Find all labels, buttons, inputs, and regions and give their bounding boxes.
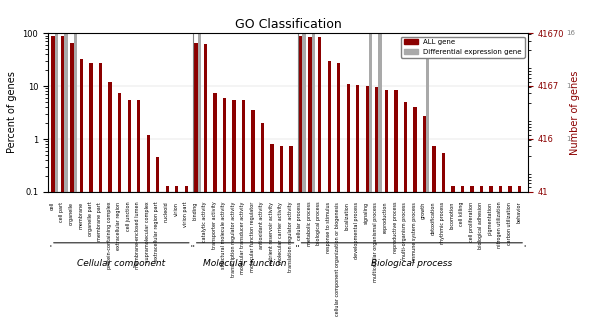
Bar bbox=[213, 93, 217, 331]
Bar bbox=[312, 33, 315, 331]
Bar bbox=[404, 102, 407, 331]
Text: Molecular function: Molecular function bbox=[203, 259, 287, 268]
Bar bbox=[394, 90, 398, 331]
Bar bbox=[369, 33, 372, 331]
Bar bbox=[52, 35, 55, 331]
Bar bbox=[308, 37, 312, 331]
Bar bbox=[166, 186, 169, 331]
Bar bbox=[347, 84, 350, 331]
Bar bbox=[61, 35, 64, 331]
Bar bbox=[109, 82, 112, 331]
Bar bbox=[413, 107, 416, 331]
Bar bbox=[302, 33, 305, 331]
Bar bbox=[299, 35, 302, 331]
Bar bbox=[356, 85, 359, 331]
Bar bbox=[118, 93, 121, 331]
Bar bbox=[99, 63, 102, 331]
Text: Cellular component: Cellular component bbox=[77, 259, 166, 268]
Text: 1: 1 bbox=[566, 136, 571, 142]
Text: 1: 1 bbox=[566, 83, 571, 89]
Y-axis label: Number of genes: Number of genes bbox=[570, 71, 580, 155]
Legend: ALL gene, Differential expression gene: ALL gene, Differential expression gene bbox=[401, 36, 524, 58]
Bar bbox=[232, 100, 236, 331]
Text: Biological process: Biological process bbox=[371, 259, 452, 268]
Bar bbox=[137, 100, 140, 331]
Bar bbox=[64, 33, 68, 331]
Bar bbox=[499, 186, 502, 331]
Bar bbox=[197, 33, 201, 331]
Bar bbox=[423, 116, 426, 331]
Bar bbox=[375, 87, 379, 331]
Bar bbox=[185, 186, 188, 331]
Bar bbox=[461, 186, 464, 331]
Bar bbox=[70, 43, 74, 331]
Bar bbox=[508, 186, 512, 331]
Bar bbox=[518, 186, 521, 331]
Bar bbox=[251, 110, 254, 331]
Bar bbox=[442, 153, 445, 331]
Bar bbox=[74, 33, 77, 331]
Bar bbox=[337, 63, 340, 331]
Bar bbox=[365, 86, 369, 331]
Bar bbox=[146, 135, 150, 331]
Text: 16: 16 bbox=[566, 30, 575, 36]
Title: GO Classification: GO Classification bbox=[235, 18, 341, 30]
Bar bbox=[318, 37, 322, 331]
Bar bbox=[156, 157, 160, 331]
Bar bbox=[261, 123, 264, 331]
Bar bbox=[480, 186, 483, 331]
Y-axis label: Percent of genes: Percent of genes bbox=[7, 71, 17, 154]
Bar bbox=[385, 90, 388, 331]
Bar bbox=[432, 146, 436, 331]
Bar bbox=[271, 144, 274, 331]
Bar bbox=[328, 61, 331, 331]
Bar bbox=[451, 186, 455, 331]
Bar bbox=[289, 146, 293, 331]
Bar bbox=[204, 44, 207, 331]
Bar bbox=[55, 33, 58, 331]
Bar bbox=[379, 33, 382, 331]
Bar bbox=[128, 100, 131, 331]
Bar bbox=[426, 41, 430, 331]
Bar bbox=[175, 186, 178, 331]
Bar bbox=[89, 63, 93, 331]
Bar bbox=[223, 98, 226, 331]
Bar bbox=[242, 100, 245, 331]
Bar bbox=[490, 186, 493, 331]
Bar bbox=[280, 146, 283, 331]
Bar bbox=[470, 186, 474, 331]
Bar bbox=[80, 59, 83, 331]
Bar bbox=[194, 43, 197, 331]
